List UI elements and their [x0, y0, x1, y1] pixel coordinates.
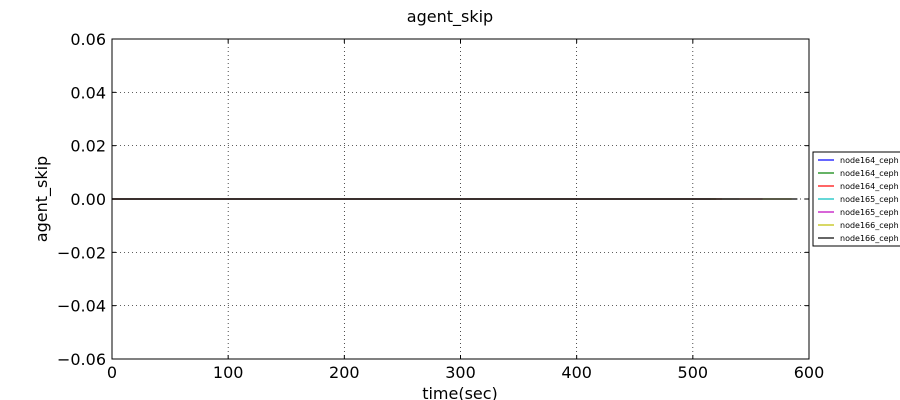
- y-tick-label: 0.06: [70, 30, 106, 49]
- legend-label: node166_ceph: [840, 234, 899, 243]
- x-tick-label: 600: [794, 363, 825, 382]
- x-axis-ticks: 0 100 200 300 400 500 600: [107, 39, 824, 382]
- y-tick-label: 0.04: [70, 83, 106, 102]
- y-tick-label: −0.04: [57, 297, 106, 316]
- x-tick-label: 0: [107, 363, 117, 382]
- y-axis-label: agent_skip: [32, 156, 52, 242]
- x-tick-label: 300: [445, 363, 476, 382]
- y-tick-label: 0.02: [70, 137, 106, 156]
- legend-label: node166_ceph: [840, 221, 899, 230]
- legend: node164_ceph node164_ceph node164_cephnode…: [812, 151, 900, 247]
- y-tick-label: 0.00: [70, 190, 106, 209]
- x-tick-label: 500: [678, 363, 709, 382]
- legend-label: node165_ceph: [840, 208, 899, 217]
- legend-label: node164_ceph: [840, 156, 899, 165]
- x-tick-label: 400: [561, 363, 592, 382]
- legend-label: node165_ceph: [840, 195, 899, 204]
- y-tick-label: −0.02: [57, 243, 106, 262]
- legend-label: node164_ceph: [840, 182, 899, 191]
- x-tick-label: 200: [329, 363, 360, 382]
- x-axis-label: time(sec): [422, 384, 498, 400]
- chart-title: agent_skip: [407, 7, 493, 27]
- legend-label: node164_ceph: [840, 169, 899, 178]
- y-axis-ticks: 0.06 0.04 0.02 0.00 −0.02 −0.04 −0.06: [57, 30, 809, 369]
- x-tick-label: 100: [213, 363, 244, 382]
- y-tick-label: −0.06: [57, 350, 106, 369]
